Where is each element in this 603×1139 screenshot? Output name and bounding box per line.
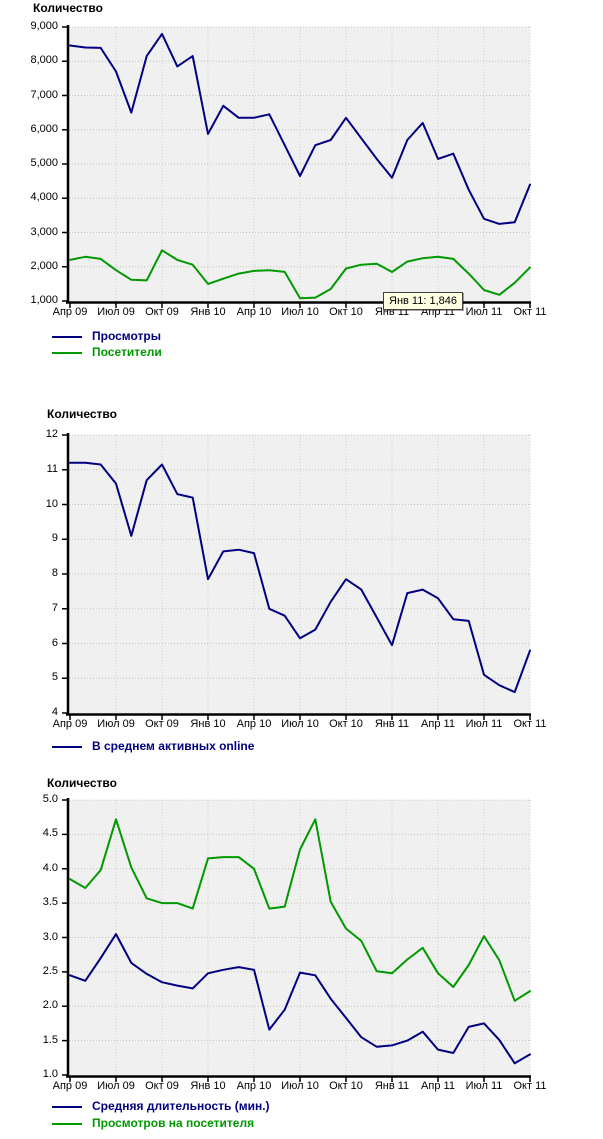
y-tick-label: 7,000 xyxy=(30,88,58,101)
chart3-title: Количество xyxy=(47,776,117,790)
x-tick-label: Апр 09 xyxy=(52,718,88,730)
x-tick-label: Апр 11 xyxy=(421,718,455,730)
y-tick-label: 7 xyxy=(51,601,58,614)
x-tick-label: Окт 09 xyxy=(145,1080,179,1092)
y-tick-label: 6 xyxy=(51,636,58,649)
series-line-Просмотров на посетителя[interactable] xyxy=(69,818,531,1002)
x-tick-label: Янв 11 xyxy=(374,1080,410,1092)
y-tick-label: 2.5 xyxy=(42,964,58,977)
y-tick-label: 5.0 xyxy=(42,793,58,805)
y-tick-label: 2.0 xyxy=(42,999,58,1012)
legend-line-views-per-visitor-icon xyxy=(52,1123,82,1125)
x-tick-label: Апр 09 xyxy=(52,306,88,318)
x-tick-label: Апр 10 xyxy=(236,306,272,318)
y-tick-label: 10 xyxy=(45,497,58,510)
y-tick-label: 11 xyxy=(46,462,58,475)
legend-line-visitors-icon xyxy=(52,352,82,354)
x-tick-label: Янв 10 xyxy=(190,718,226,730)
x-tick-label: Июл 11 xyxy=(465,718,503,730)
chart2-title: Количество xyxy=(47,407,117,421)
y-tick-label: 2,000 xyxy=(30,259,58,272)
chart3-legend-row-duration: Средняя длительность (мин.) xyxy=(0,1099,603,1115)
x-tick-label: Апр 10 xyxy=(236,718,272,730)
legend-label-duration: Средняя длительность (мин.) xyxy=(92,1099,270,1113)
x-tick-label: Июл 09 xyxy=(97,306,135,318)
chart1-title: Количество xyxy=(33,1,103,15)
chart1-legend-row-views: Просмотры xyxy=(0,329,603,345)
y-tick-label: 1.0 xyxy=(42,1068,58,1080)
y-tick-label: 5,000 xyxy=(30,157,58,169)
y-tick-label: 4 xyxy=(51,706,58,718)
y-tick-label: 9,000 xyxy=(30,20,58,32)
x-tick-label: Апр 10 xyxy=(236,1080,272,1092)
series-line-Посетители[interactable] xyxy=(69,249,531,300)
x-tick-label: Янв 11 xyxy=(374,718,410,730)
legend-label-views: Просмотры xyxy=(92,329,162,343)
x-tick-label: Июл 09 xyxy=(97,1080,135,1092)
x-tick-label: Окт 10 xyxy=(329,306,363,318)
chart2-legend-row-online: В среднем активных online xyxy=(0,739,603,755)
chart-tooltip: Янв 11: 1,846 xyxy=(383,292,463,310)
chart3-legend-row-views-per-visitor: Просмотров на посетителя xyxy=(0,1116,603,1132)
y-tick-label: 1.5 xyxy=(42,1033,58,1046)
x-tick-label: Июл 10 xyxy=(281,1080,319,1092)
y-tick-label: 5 xyxy=(51,671,58,684)
y-tick-label: 3.5 xyxy=(42,896,58,909)
y-tick-label: 4,000 xyxy=(30,191,58,204)
x-tick-label: Окт 10 xyxy=(329,718,363,730)
series-line-Средняя длительность (мин.)[interactable] xyxy=(69,933,531,1065)
x-tick-label: Июл 10 xyxy=(281,718,319,730)
y-tick-label: 12 xyxy=(45,428,58,440)
x-tick-label: Апр 09 xyxy=(52,1080,88,1092)
y-tick-label: 4.5 xyxy=(42,827,58,840)
x-tick-label: Янв 10 xyxy=(190,1080,226,1092)
series-line-Просмотры[interactable] xyxy=(69,32,531,225)
legend-line-duration-icon xyxy=(52,1106,82,1108)
x-tick-label: Апр 11 xyxy=(421,1080,455,1092)
x-tick-label: Янв 10 xyxy=(190,306,226,318)
x-tick-label: Июл 09 xyxy=(97,718,135,730)
legend-label-online: В среднем активных online xyxy=(92,739,255,753)
legend-label-visitors: Посетители xyxy=(92,345,162,359)
y-tick-label: 3.0 xyxy=(42,930,58,943)
y-tick-label: 8 xyxy=(51,567,58,579)
x-tick-label: Июл 11 xyxy=(465,1080,503,1092)
y-tick-label: 3,000 xyxy=(30,225,58,238)
legend-line-online-icon xyxy=(52,746,82,748)
y-tick-label: 9 xyxy=(51,532,58,545)
y-tick-label: 8,000 xyxy=(30,54,58,67)
x-tick-label: Окт 10 xyxy=(329,1080,363,1092)
x-tick-label: Окт 09 xyxy=(145,306,179,318)
y-tick-label: 6,000 xyxy=(30,122,58,135)
legend-line-views-icon xyxy=(52,336,82,338)
x-tick-label: Июл 11 xyxy=(465,306,503,318)
y-tick-label: 4.0 xyxy=(42,861,58,874)
series-line-В среднем активных online[interactable] xyxy=(69,461,531,694)
legend-label-views-per-visitor: Просмотров на посетителя xyxy=(92,1116,255,1130)
x-tick-label: Июл 10 xyxy=(281,306,319,318)
x-tick-label: Окт 11 xyxy=(513,1080,547,1092)
chart1-legend-row-visitors: Посетители xyxy=(0,345,603,361)
x-tick-label: Окт 11 xyxy=(513,306,547,318)
y-tick-label: 1,000 xyxy=(30,294,58,306)
x-tick-label: Окт 11 xyxy=(513,718,547,730)
x-tick-label: Окт 09 xyxy=(145,718,179,730)
